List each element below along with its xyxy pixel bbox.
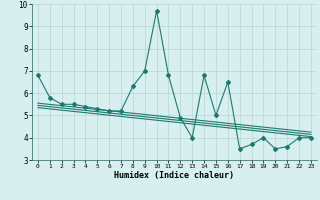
- X-axis label: Humidex (Indice chaleur): Humidex (Indice chaleur): [115, 171, 234, 180]
